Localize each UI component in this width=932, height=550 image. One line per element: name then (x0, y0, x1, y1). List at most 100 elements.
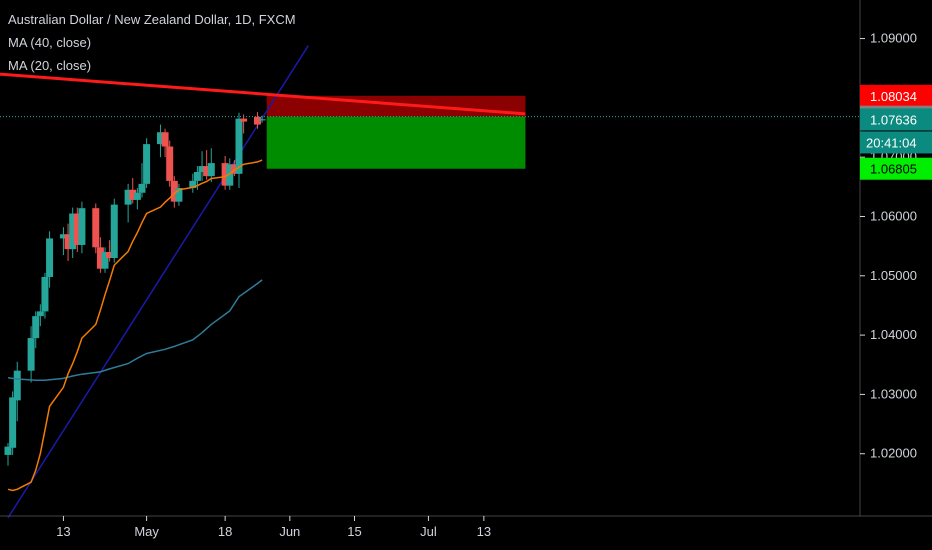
candle (143, 138, 151, 189)
countdown-tag: 20:41:04 (860, 131, 932, 154)
candle (129, 177, 137, 204)
candle (78, 201, 86, 254)
candle (138, 163, 146, 198)
candle (166, 140, 174, 187)
time-tick-label: 13 (56, 524, 70, 539)
candle (73, 207, 81, 253)
candle-body (161, 132, 169, 147)
target-price-tag-label: 1.06805 (870, 162, 917, 177)
candle-body (240, 118, 248, 122)
candle (27, 326, 35, 383)
time-tick-label: 18 (218, 524, 232, 539)
candle-body (96, 247, 104, 269)
candle-body (46, 238, 54, 277)
candle-body (207, 163, 215, 177)
price-tick-label: 1.03000 (870, 386, 917, 401)
candle-body (156, 132, 164, 145)
candle (13, 361, 21, 422)
candle (207, 148, 215, 183)
candle (235, 112, 243, 189)
last-price-tag-bg (860, 108, 932, 131)
candle-body (9, 397, 17, 448)
price-tick-label: 1.02000 (870, 446, 917, 461)
candle (124, 183, 132, 223)
candle-body (4, 446, 12, 455)
candle-body (189, 180, 197, 189)
candle-body (235, 118, 243, 174)
ma20-legend[interactable]: MA (20, close) (8, 58, 92, 73)
candle-body (221, 163, 229, 186)
candle-body (170, 180, 178, 202)
countdown-tag-bg (860, 131, 932, 154)
candle (4, 443, 12, 466)
candle (92, 203, 100, 254)
candle (9, 391, 17, 455)
target-price-tag-bg (860, 157, 932, 180)
candle-body (175, 188, 183, 202)
last-price-tag-label: 1.07636 (870, 112, 917, 127)
countdown-tag-label: 20:41:04 (866, 135, 917, 150)
candle-body (36, 311, 44, 317)
ma40-line (7, 279, 263, 381)
price-axis[interactable]: 1.020001.030001.040001.050001.060001.070… (859, 0, 917, 516)
candle (253, 112, 261, 129)
candle-body (64, 234, 72, 250)
candle (156, 124, 164, 158)
candle (59, 227, 67, 256)
candle (175, 183, 183, 206)
candle-body (69, 213, 77, 250)
stop-price-tag: 1.08034 (860, 84, 932, 107)
stop-loss-zone (266, 95, 526, 117)
target-price-tag: 1.06805 (860, 157, 932, 180)
price-tick-label: 1.05000 (870, 268, 917, 283)
candle (41, 272, 49, 319)
time-axis[interactable]: 13 May 18 Jun 15 Jul 13 (0, 515, 932, 539)
candle-body (124, 189, 132, 205)
price-tick-label: 1.09000 (870, 31, 917, 46)
candle (203, 150, 211, 180)
candle (106, 240, 114, 262)
candle-body (193, 172, 201, 181)
candle (69, 207, 77, 258)
price-tick-label: 1.04000 (870, 327, 917, 342)
candle (64, 223, 72, 261)
candle-body (198, 166, 206, 172)
price-tick-label: 1.06000 (870, 208, 917, 223)
candle-body (92, 208, 100, 248)
stop-price-tag-label: 1.08034 (870, 89, 917, 104)
candle-body (73, 213, 81, 245)
candle-body (129, 189, 137, 200)
candle-body (106, 252, 114, 258)
candle-body (110, 204, 118, 258)
time-tick-label: 13 (477, 524, 491, 539)
candle (189, 173, 197, 193)
candle (198, 151, 206, 181)
candle-body (59, 234, 67, 239)
candle (240, 114, 248, 134)
chart-legend: Australian Dollar / New Zealand Dollar, … (8, 8, 296, 77)
trendline (7, 45, 309, 519)
candle (170, 176, 178, 208)
time-tick-label: Jun (279, 524, 300, 539)
chart-title: Australian Dollar / New Zealand Dollar, … (8, 12, 296, 27)
candle-body (101, 252, 109, 269)
candle-body (78, 208, 86, 245)
candle-body (133, 192, 141, 200)
candle (258, 115, 266, 123)
candle-body (253, 116, 261, 125)
candle (46, 231, 54, 288)
candle-body (13, 370, 21, 401)
candle (32, 311, 40, 349)
candle (221, 155, 229, 190)
candle-body (143, 144, 151, 184)
position-zones (266, 95, 526, 169)
resistance-line (0, 72, 526, 116)
candle-body (138, 183, 146, 193)
ma40-legend[interactable]: MA (40, close) (8, 35, 92, 50)
stop-price-tag-bg (860, 84, 932, 107)
last-price-tag: 1.07636 (860, 108, 932, 131)
time-tick-label: May (134, 524, 159, 539)
ma20-line (7, 159, 263, 492)
